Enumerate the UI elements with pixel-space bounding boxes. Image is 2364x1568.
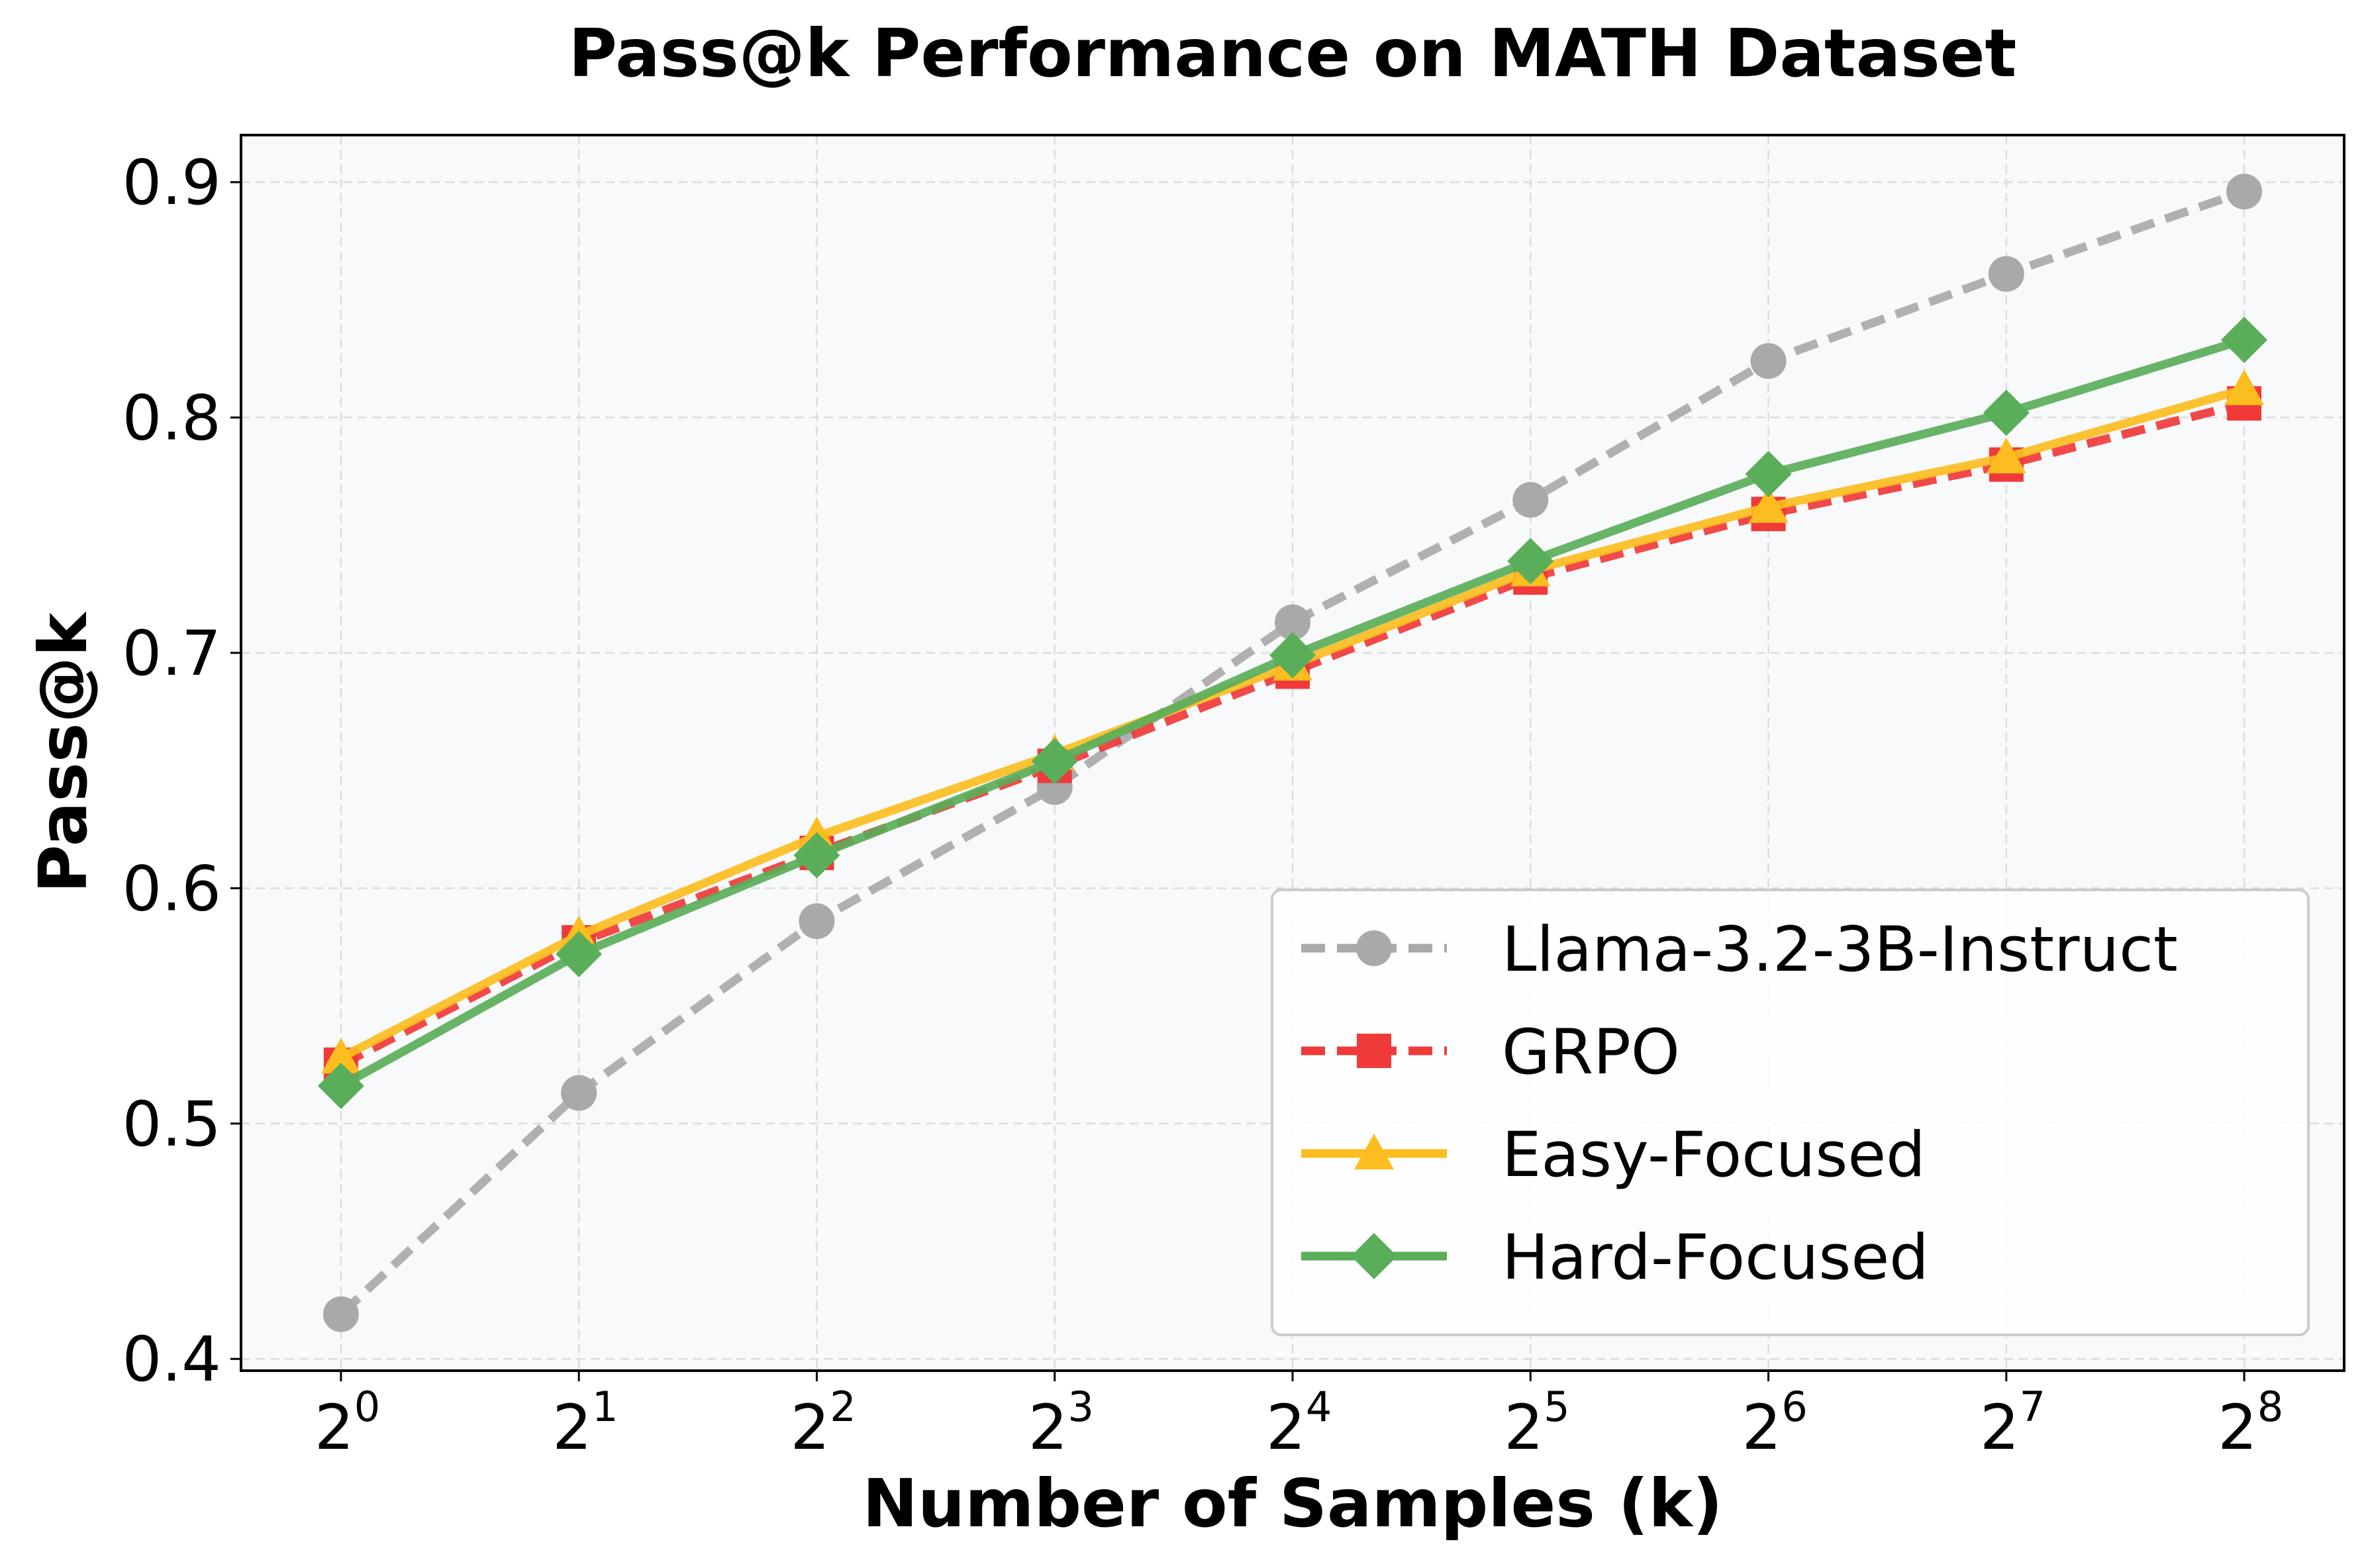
legend-entry-easy-focused: Easy-Focused bbox=[1301, 1119, 1926, 1191]
data-point-hard-focused bbox=[1983, 389, 2030, 436]
y-tick-label: 0.9 bbox=[123, 147, 222, 219]
legend: Llama-3.2-3B-Instruct GRPO Easy-Focused Har… bbox=[1271, 889, 2310, 1336]
data-point-hard-focused bbox=[556, 930, 603, 977]
x-tick-base: 2 bbox=[1980, 1392, 2020, 1464]
data-point-hard-focused bbox=[793, 832, 840, 879]
x-tick-base: 2 bbox=[1028, 1392, 1068, 1464]
y-axis-label: Pass@k bbox=[25, 611, 102, 893]
series-hard-focused bbox=[317, 317, 2268, 1109]
data-point-llama-3-2-3b-instruct bbox=[1512, 481, 1549, 518]
legend-marker-llama-3-2-3b-instruct bbox=[1356, 930, 1392, 966]
data-point-hard-focused bbox=[1745, 450, 1792, 497]
data-point-llama-3-2-3b-instruct bbox=[2226, 173, 2263, 210]
x-tick-base: 2 bbox=[552, 1392, 592, 1464]
legend-entry-grpo: GRPO bbox=[1301, 1016, 1680, 1089]
y-tick-label: 0.7 bbox=[123, 618, 222, 690]
x-tick-base: 2 bbox=[1742, 1392, 1782, 1464]
x-tick-exponent: 8 bbox=[2257, 1383, 2283, 1431]
series-layer bbox=[317, 173, 2268, 1332]
x-tick-base: 2 bbox=[315, 1392, 354, 1464]
x-tick-label: 21 bbox=[552, 1383, 618, 1464]
x-tick-exponent: 3 bbox=[1068, 1383, 1094, 1431]
data-point-easy-focused bbox=[320, 1038, 361, 1074]
legend-entry-llama-3-2-3b-instruct: Llama-3.2-3B-Instruct bbox=[1301, 914, 2178, 986]
x-tick-label: 24 bbox=[1266, 1383, 1332, 1464]
data-point-llama-3-2-3b-instruct bbox=[1750, 343, 1787, 379]
y-tick-label: 0.4 bbox=[123, 1324, 222, 1396]
x-tick-exponent: 7 bbox=[2020, 1383, 2045, 1431]
x-tick-label: 22 bbox=[790, 1383, 856, 1464]
legend-label-hard-focused: Hard-Focused bbox=[1502, 1222, 1929, 1294]
data-point-hard-focused bbox=[2221, 317, 2268, 364]
data-point-hard-focused bbox=[1507, 538, 1554, 585]
data-point-llama-3-2-3b-instruct bbox=[1988, 256, 2024, 292]
x-tick-base: 2 bbox=[790, 1392, 830, 1464]
x-tick-label: 20 bbox=[315, 1383, 380, 1464]
legend-box bbox=[1271, 889, 2310, 1336]
legend-marker-grpo bbox=[1357, 1034, 1391, 1068]
data-point-hard-focused bbox=[1031, 738, 1078, 785]
data-point-llama-3-2-3b-instruct bbox=[799, 903, 835, 940]
data-point-hard-focused bbox=[317, 1062, 364, 1109]
x-tick-exponent: 1 bbox=[592, 1383, 618, 1431]
chart-title: Pass@k Performance on MATH Dataset bbox=[569, 15, 2017, 92]
x-tick-base: 2 bbox=[1504, 1392, 1544, 1464]
x-tick-exponent: 2 bbox=[830, 1383, 856, 1431]
x-tick-label: 26 bbox=[1742, 1383, 1808, 1464]
legend-marker-easy-focused bbox=[1354, 1134, 1394, 1169]
legend-label-easy-focused: Easy-Focused bbox=[1502, 1119, 1926, 1191]
data-point-easy-focused bbox=[1986, 437, 2026, 473]
y-tick-label: 0.6 bbox=[123, 853, 222, 925]
y-tick-label: 0.5 bbox=[123, 1089, 222, 1161]
series-line-grpo bbox=[338, 399, 2245, 1069]
x-tick-exponent: 0 bbox=[354, 1383, 380, 1431]
ticks-layer: 20 21 22 23 24 25 26 27 280.40.50.60.70.80.9 bbox=[123, 147, 2284, 1464]
x-tick-exponent: 4 bbox=[1306, 1383, 1332, 1431]
x-tick-label: 28 bbox=[2218, 1383, 2283, 1464]
data-point-easy-focused bbox=[2224, 369, 2265, 405]
x-tick-base: 2 bbox=[1266, 1392, 1306, 1464]
data-point-easy-focused bbox=[1748, 487, 1789, 523]
y-tick-label: 0.8 bbox=[123, 383, 222, 455]
legend-label-grpo: GRPO bbox=[1502, 1016, 1680, 1089]
legend-entry-hard-focused: Hard-Focused bbox=[1301, 1222, 1929, 1294]
x-tick-label: 27 bbox=[1980, 1383, 2045, 1464]
data-point-llama-3-2-3b-instruct bbox=[561, 1075, 597, 1111]
x-tick-base: 2 bbox=[2218, 1392, 2257, 1464]
x-tick-label: 25 bbox=[1504, 1383, 1569, 1464]
x-tick-exponent: 5 bbox=[1544, 1383, 1569, 1431]
legend-marker-hard-focused bbox=[1351, 1233, 1397, 1279]
data-point-hard-focused bbox=[1269, 632, 1316, 679]
data-point-llama-3-2-3b-instruct bbox=[1275, 604, 1310, 640]
x-axis-label: Number of Samples (k) bbox=[862, 1465, 1722, 1542]
x-tick-label: 23 bbox=[1028, 1383, 1094, 1464]
series-llama-3-2-3b-instruct bbox=[322, 173, 2263, 1332]
data-point-llama-3-2-3b-instruct bbox=[322, 1296, 359, 1332]
legend-label-llama-3-2-3b-instruct: Llama-3.2-3B-Instruct bbox=[1502, 914, 2178, 986]
x-tick-exponent: 6 bbox=[1781, 1383, 1807, 1431]
